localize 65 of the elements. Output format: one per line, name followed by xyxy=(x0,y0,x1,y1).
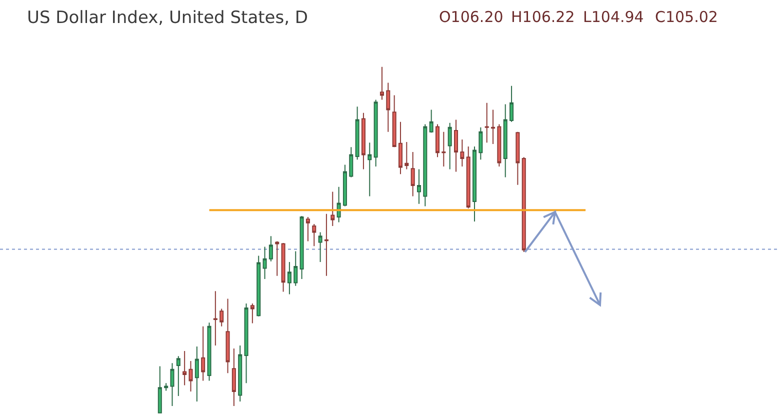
candlestick xyxy=(318,232,322,263)
candlestick xyxy=(232,348,236,406)
candlestick xyxy=(275,240,280,276)
candlestick xyxy=(472,146,477,222)
candlestick xyxy=(410,151,415,197)
candlestick xyxy=(188,360,193,392)
candlestick xyxy=(460,139,464,168)
candlestick xyxy=(423,124,428,207)
text: H106.22 xyxy=(511,8,575,26)
candlestick xyxy=(158,366,162,414)
candlestick xyxy=(226,298,230,374)
text: L104.94 xyxy=(583,8,644,26)
candlestick xyxy=(522,156,526,252)
candlestick xyxy=(484,102,489,144)
candlestick xyxy=(220,308,224,327)
candlestick xyxy=(510,85,514,122)
chart-title: US Dollar Index, United States, D xyxy=(27,8,308,28)
text: O106.20 xyxy=(439,8,504,26)
candlestick xyxy=(170,362,174,406)
candlestick xyxy=(312,223,316,247)
candlestick xyxy=(238,344,242,402)
candlestick xyxy=(342,164,347,207)
candlestick xyxy=(207,322,212,382)
candlestick xyxy=(281,242,286,292)
candlestick xyxy=(355,106,360,160)
candlestick xyxy=(300,216,304,280)
candlestick xyxy=(250,303,254,324)
candlestick xyxy=(392,94,396,148)
candlestick xyxy=(448,122,452,170)
text: C105.02 xyxy=(655,8,718,26)
candlestick xyxy=(398,121,402,175)
candlestick xyxy=(361,112,366,170)
candlestick xyxy=(287,262,292,295)
candlestick xyxy=(330,191,335,227)
candlestick xyxy=(454,119,458,172)
candlestick xyxy=(194,346,199,402)
candlestick xyxy=(349,146,354,178)
candlestick xyxy=(497,124,502,168)
candlestick xyxy=(478,126,483,160)
candlestick xyxy=(374,99,378,168)
candlestick xyxy=(429,109,434,134)
candlestick xyxy=(435,124,440,158)
candlestick xyxy=(256,255,261,317)
candlestick xyxy=(262,246,267,280)
candlestick xyxy=(386,82,390,132)
candlestick xyxy=(176,356,180,396)
candlestick xyxy=(182,350,187,386)
candlestick xyxy=(294,250,298,286)
candlestick xyxy=(491,109,496,145)
candlestick xyxy=(516,131,520,186)
candlestick xyxy=(244,303,248,384)
candlestick xyxy=(268,236,273,262)
candlestick xyxy=(213,290,218,346)
candlestick xyxy=(466,146,470,209)
candlestick xyxy=(306,216,310,242)
candlestick xyxy=(368,142,372,197)
candlestick xyxy=(324,213,328,276)
candlestick xyxy=(416,168,422,204)
candlestick xyxy=(201,326,206,382)
candlestick xyxy=(404,141,409,170)
candlestick xyxy=(442,131,446,168)
candlestick xyxy=(164,382,168,392)
candlestick xyxy=(380,66,384,100)
candlestick xyxy=(503,104,508,178)
candlestick xyxy=(336,186,341,223)
